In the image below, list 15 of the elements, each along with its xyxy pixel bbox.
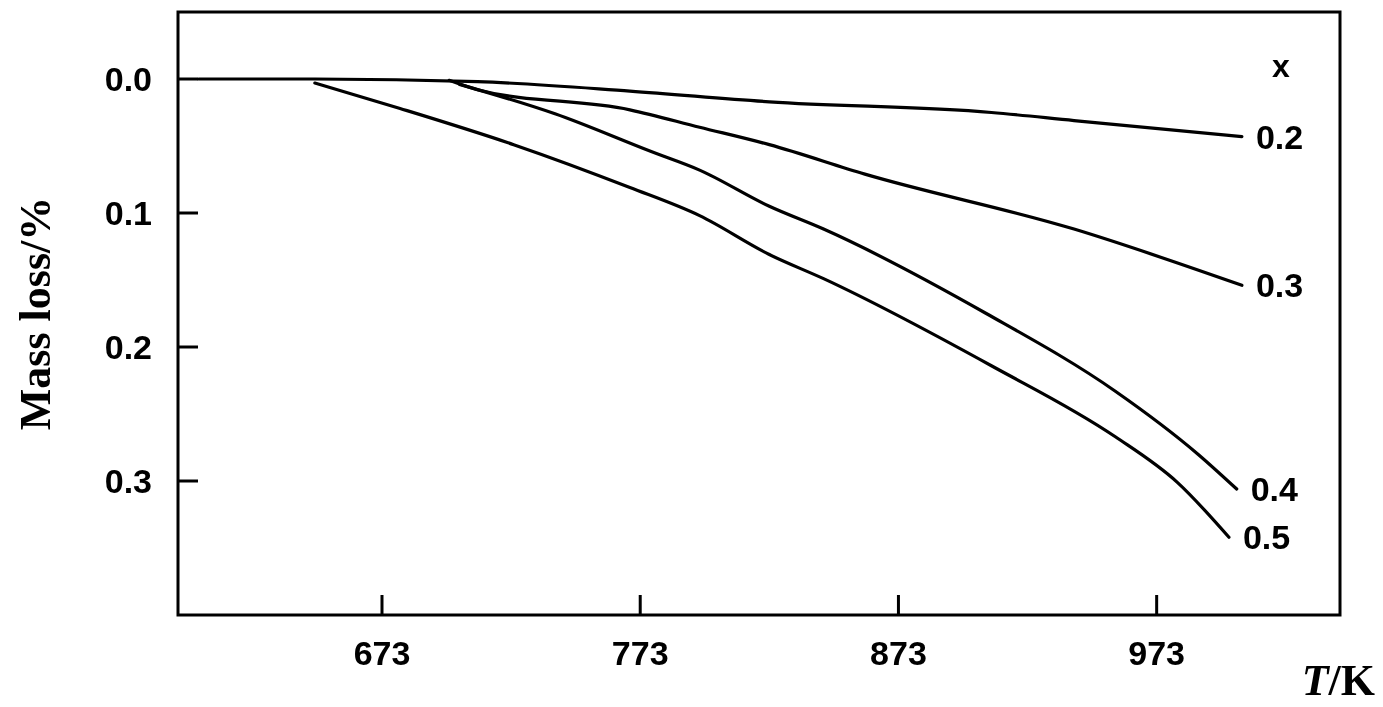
series-label: 0.4 [1250,469,1299,508]
x-tick-label: 973 [1128,634,1186,672]
y-tick-label: 0.2 [104,327,152,366]
series-label: 0.3 [1255,266,1304,305]
legend-title: x [1271,47,1290,84]
y-tick-label: 0.1 [104,193,152,232]
x-tick-label: 873 [870,634,927,672]
series-label: 0.2 [1255,117,1304,156]
y-tick-label: 0.3 [104,461,152,500]
y-axis-title: Mass loss/% [11,196,60,431]
y-tick-label: 0.0 [104,59,152,98]
x-tick-label: 673 [353,634,411,672]
x-tick-label: 773 [611,634,669,672]
series-label: 0.5 [1242,518,1291,557]
x-axis-title: T/K [1301,656,1375,705]
